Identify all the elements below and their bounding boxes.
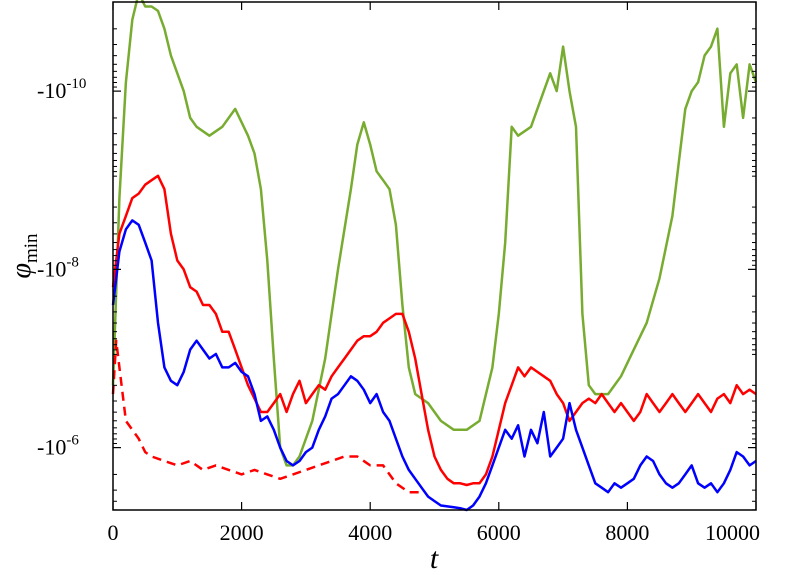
series-layer (111, 0, 758, 512)
y-tick-label: -10-10 (37, 76, 86, 103)
y-axis-label: φmin (6, 233, 42, 279)
x-tick-label: 2000 (220, 520, 264, 545)
y-axis: -10-10 -10-8 -10-6 (37, 28, 756, 511)
x-tick-label: 8000 (605, 520, 649, 545)
y-tick-label: -10-6 (37, 433, 79, 460)
y-axis-label-symbol: φ (6, 263, 37, 279)
x-tick-label: 0 (108, 520, 119, 545)
x-tick-label: 4000 (348, 520, 392, 545)
y-axis-label-subscript: min (21, 233, 42, 263)
series-line-1 (111, 0, 758, 467)
series-line-3 (111, 219, 757, 512)
x-tick-label: 6000 (477, 520, 521, 545)
series-line-4 (111, 339, 422, 494)
svg-text:φmin: φmin (6, 233, 42, 279)
y-tick-label: -10-8 (37, 254, 79, 281)
x-axis-label: t (430, 542, 439, 575)
x-tick-label: 10000 (705, 520, 760, 545)
x-axis: 0 2000 4000 6000 8000 10000 (108, 2, 760, 545)
plot-background (113, 2, 756, 510)
series-line-2 (111, 174, 757, 487)
